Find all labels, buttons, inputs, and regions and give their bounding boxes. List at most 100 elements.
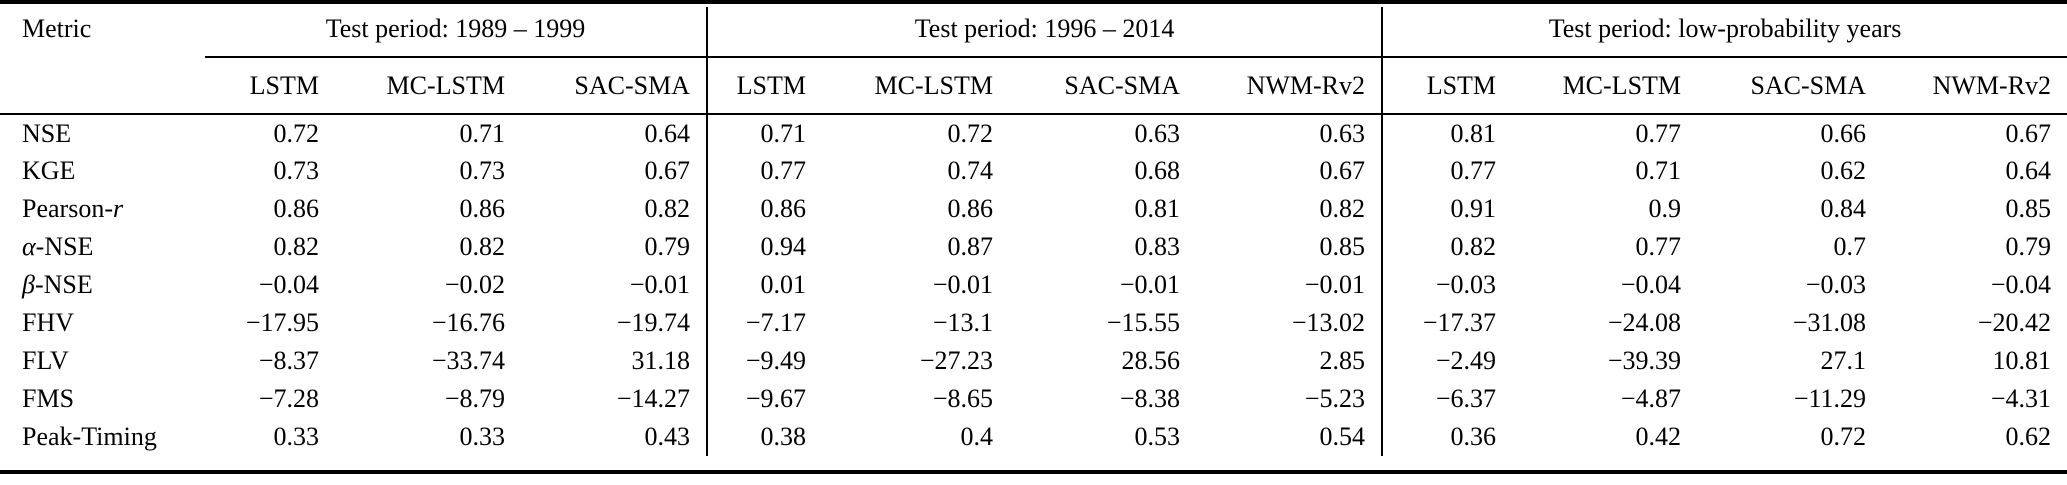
- value-cell: 0.67: [2005, 118, 2052, 148]
- model-column-header: MC-LSTM: [335, 57, 521, 115]
- value-cell: −0.01: [1304, 270, 1366, 299]
- value-cell: 0.66: [1820, 118, 1867, 148]
- value-cell: 0.36: [1381, 418, 1513, 456]
- metric-column-header: Metric: [22, 14, 92, 43]
- model-column-header: LSTM: [1381, 57, 1513, 115]
- value-cell: 0.64: [2005, 156, 2052, 185]
- table-row: α-NSE 0.82 0.82 0.79 0.94 0.87 0.83 0.85 0.82 0.7…: [0, 228, 2067, 266]
- value-cell: 0.82: [1319, 194, 1366, 223]
- value-cell: 0.87: [947, 232, 994, 261]
- model-column-header: LSTM: [205, 57, 335, 115]
- metric-label: FMS: [0, 380, 205, 418]
- model-column-header: MC-LSTM: [1512, 57, 1698, 115]
- value-cell: −11.29: [1793, 384, 1867, 413]
- value-cell: 0.83: [1134, 232, 1181, 261]
- value-cell: 2.85: [1319, 346, 1366, 375]
- table-row: Pearson-r 0.86 0.86 0.82 0.86 0.86 0.81 0.82 0.9…: [0, 190, 2067, 228]
- value-cell: 0.81: [1381, 114, 1513, 152]
- value-cell: −8.79: [444, 384, 505, 413]
- value-cell: −0.03: [1381, 266, 1513, 304]
- value-cell: 0.68: [1134, 156, 1181, 185]
- value-cell: −24.08: [1607, 308, 1682, 337]
- value-cell: −17.95: [245, 308, 319, 337]
- value-cell: 0.62: [1820, 156, 1867, 185]
- value-cell: −16.76: [431, 308, 505, 337]
- value-cell: 0.84: [1820, 194, 1867, 223]
- value-cell: 0.82: [644, 194, 691, 223]
- value-cell: 0.79: [2005, 232, 2052, 261]
- value-cell: 0.63: [1319, 118, 1366, 148]
- value-cell: −19.74: [616, 308, 690, 337]
- value-cell: 0.33: [459, 422, 506, 451]
- value-cell: 0.91: [1381, 190, 1513, 228]
- value-cell: 0.72: [947, 118, 994, 148]
- value-cell: 0.82: [1381, 228, 1513, 266]
- value-cell: 0.71: [459, 118, 506, 148]
- value-cell: 0.71: [1635, 156, 1682, 185]
- metric-label-pre: Peak-Timing: [22, 422, 157, 451]
- value-cell: −20.42: [1977, 308, 2052, 337]
- value-cell: 0.7: [1833, 232, 1867, 261]
- group-header-row: Metric Test period: 1989 – 1999 Test per…: [0, 7, 2067, 58]
- metric-label-it: r: [112, 194, 124, 223]
- value-cell: −2.49: [1381, 342, 1513, 380]
- value-cell: −0.02: [444, 270, 505, 299]
- group-title-1996-2014: Test period: 1996 – 2014: [705, 7, 1383, 58]
- model-column-header: NWM-Rv2: [1196, 57, 1383, 115]
- value-cell: −8.65: [932, 384, 993, 413]
- value-cell: 0.63: [1134, 118, 1181, 148]
- value-cell: 10.81: [1992, 346, 2052, 375]
- table-row: NSE 0.72 0.71 0.64 0.71 0.72 0.63 0.63 0.81 0.77 0…: [0, 114, 2067, 152]
- value-cell: −33.74: [431, 346, 505, 375]
- value-cell: −0.04: [1990, 270, 2052, 299]
- metric-label: FLV: [0, 342, 205, 380]
- metrics-table-frame: Metric Test period: 1989 – 1999 Test per…: [0, 0, 2067, 474]
- metric-label-pre: KGE: [22, 156, 76, 185]
- model-column-header: MC-LSTM: [822, 57, 1009, 115]
- value-cell: 28.56: [1121, 346, 1181, 375]
- value-cell: 0.86: [947, 194, 994, 223]
- table-header: Metric Test period: 1989 – 1999 Test per…: [0, 7, 2067, 115]
- value-cell: 0.77: [1635, 118, 1682, 148]
- metric-label: β-NSE: [0, 266, 205, 304]
- metric-label-pre: FMS: [22, 384, 75, 413]
- value-cell: 0.85: [2005, 194, 2052, 223]
- metric-label-pre: NSE: [22, 118, 72, 148]
- value-cell: 0.74: [947, 156, 994, 185]
- value-cell: −13.1: [932, 308, 993, 337]
- value-cell: 0.82: [459, 232, 506, 261]
- value-cell: 0.77: [706, 152, 822, 190]
- value-cell: 0.62: [2005, 422, 2052, 451]
- value-cell: 0.33: [273, 422, 320, 451]
- model-column-header: SAC-SMA: [521, 57, 707, 115]
- value-cell: 0.81: [1134, 194, 1181, 223]
- metrics-table: Metric Test period: 1989 – 1999 Test per…: [0, 7, 2067, 456]
- value-cell: −6.37: [1381, 380, 1513, 418]
- value-cell: 0.54: [1319, 422, 1366, 451]
- metric-label: α-NSE: [0, 228, 205, 266]
- value-cell: −17.37: [1381, 304, 1513, 342]
- metric-label-it: β: [22, 270, 35, 299]
- value-cell: −0.03: [1805, 270, 1867, 299]
- table-row: Peak-Timing 0.33 0.33 0.43 0.38 0.4 0.53 0.54 0.…: [0, 418, 2067, 456]
- table-row: FMS −7.28 −8.79 −14.27 −9.67 −8.65 −8.38 −5.23−…: [0, 380, 2067, 418]
- metric-label: KGE: [0, 152, 205, 190]
- metric-label-post: -NSE: [34, 270, 93, 299]
- value-cell: −0.01: [629, 270, 690, 299]
- metric-label-pre: FLV: [22, 346, 69, 375]
- metric-label-pre: Pearson-: [22, 194, 113, 223]
- value-cell: −4.87: [1620, 384, 1682, 413]
- value-cell: −13.02: [1291, 308, 1366, 337]
- model-header-row: LSTM MC-LSTM SAC-SMA LSTM MC-LSTM SAC-SMA NWM-…: [0, 57, 2067, 115]
- value-cell: 0.86: [459, 194, 506, 223]
- value-cell: −14.27: [616, 384, 690, 413]
- model-column-header: NWM-Rv2: [1882, 57, 2067, 115]
- value-cell: −31.08: [1792, 308, 1867, 337]
- value-cell: 0.43: [644, 422, 691, 451]
- value-cell: 0.42: [1635, 422, 1682, 451]
- metric-label: Pearson-r: [0, 190, 205, 228]
- metric-label-post: -NSE: [35, 232, 94, 261]
- metric-label-pre: FHV: [22, 308, 75, 337]
- value-cell: 0.82: [273, 232, 320, 261]
